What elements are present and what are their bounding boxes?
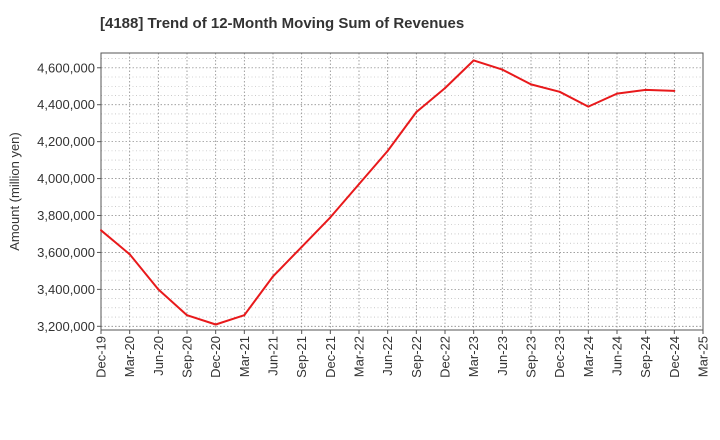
y-tick-label: 3,200,000 (37, 319, 95, 334)
data-point (243, 314, 246, 317)
data-point (214, 323, 217, 326)
x-tick-label: Mar-25 (696, 336, 711, 377)
x-tick-label: Sep-24 (638, 336, 653, 378)
data-point (329, 216, 332, 219)
data-point (386, 149, 389, 152)
y-axis: 3,200,000 3,400,000 3,600,000 3,800,000 4,00… (37, 60, 101, 334)
x-tick-label: Mar-23 (466, 336, 481, 377)
x-tick-label: Sep-22 (409, 336, 424, 378)
grid-lines (101, 53, 703, 330)
x-axis: Dec-19 Mar-20 Jun-20 Sep-20 Dec-20 Mar-21 Jun-… (94, 330, 711, 378)
data-point (616, 92, 618, 95)
data-point (558, 90, 561, 93)
data-point (186, 314, 188, 317)
data-point (300, 245, 303, 248)
x-tick-label: Sep-21 (294, 336, 309, 378)
data-point (501, 68, 504, 71)
y-tick-label: 4,200,000 (37, 134, 95, 149)
x-tick-label: Mar-24 (581, 336, 596, 377)
data-point (157, 288, 160, 291)
x-tick-label: Jun-21 (266, 336, 281, 376)
y-tick-label: 3,400,000 (37, 282, 95, 297)
x-tick-label: Dec-23 (552, 336, 567, 378)
x-tick-label: Mar-22 (352, 336, 367, 377)
data-point (644, 88, 647, 91)
data-point (587, 105, 590, 108)
data-point (415, 111, 418, 114)
x-tick-label: Dec-24 (667, 336, 682, 378)
y-axis-title: Amount (million yen) (7, 132, 22, 251)
chart-title: [4188] Trend of 12-Month Moving Sum of R… (100, 15, 465, 32)
x-tick-label: Mar-20 (122, 336, 137, 377)
x-tick-label: Sep-20 (180, 336, 195, 378)
x-tick-label: Jun-20 (151, 336, 166, 376)
series-group (100, 59, 676, 326)
x-tick-label: Jun-23 (495, 336, 510, 376)
x-tick-label: Dec-20 (208, 336, 223, 378)
x-tick-label: Dec-21 (323, 336, 338, 378)
y-tick-label: 4,000,000 (37, 171, 95, 186)
data-point (358, 183, 360, 186)
data-point (530, 83, 532, 86)
x-tick-label: Jun-24 (610, 336, 625, 376)
x-tick-label: Dec-19 (94, 336, 109, 378)
x-tick-label: Dec-22 (438, 336, 453, 378)
data-point (472, 59, 475, 62)
data-point (444, 87, 446, 90)
data-point (100, 229, 102, 232)
x-tick-label: Jun-22 (380, 336, 395, 376)
data-point (673, 89, 676, 92)
y-tick-label: 4,600,000 (37, 60, 95, 75)
data-point (128, 253, 131, 256)
y-tick-label: 3,800,000 (37, 208, 95, 223)
plot-area (100, 52, 704, 331)
data-point (272, 275, 274, 278)
y-tick-label: 3,600,000 (37, 245, 95, 260)
x-tick-label: Sep-23 (524, 336, 539, 378)
y-tick-label: 4,400,000 (37, 97, 95, 112)
x-tick-label: Mar-21 (237, 336, 252, 377)
